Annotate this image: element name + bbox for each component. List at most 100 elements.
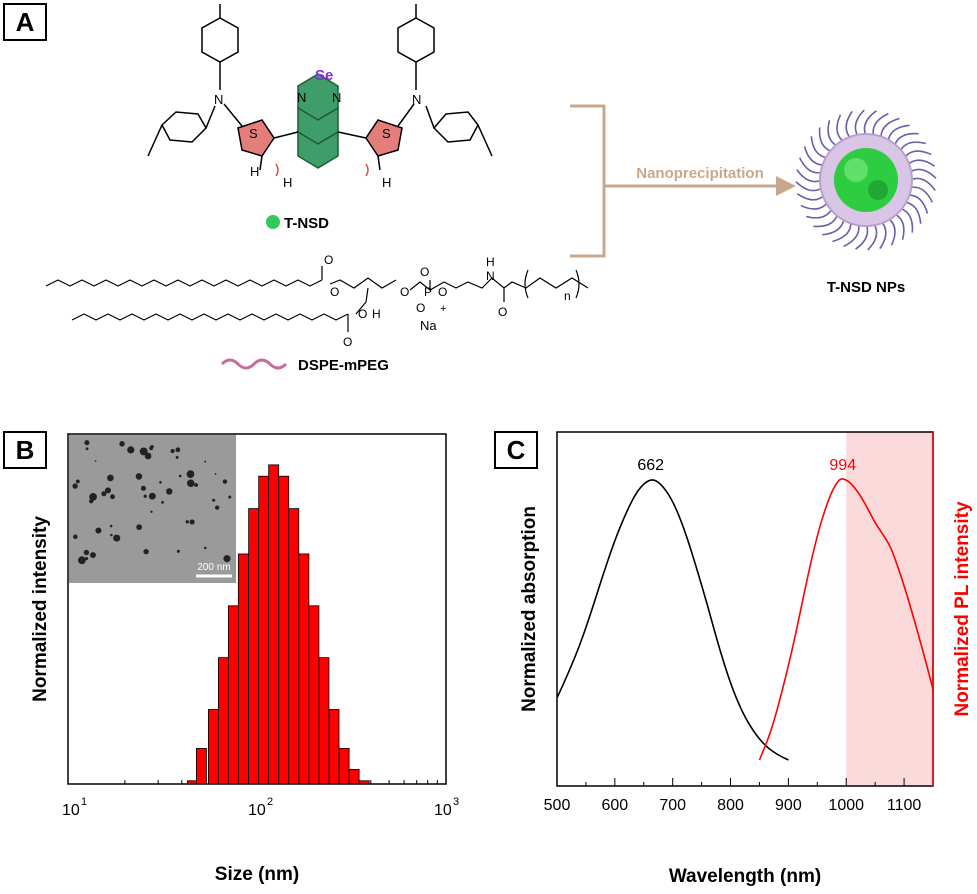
atom-o: O bbox=[324, 253, 333, 267]
tem-particle bbox=[105, 487, 111, 494]
tem-particle bbox=[150, 510, 153, 513]
histogram-bar bbox=[308, 605, 320, 785]
tem-particle bbox=[136, 524, 143, 531]
x-tick-label: 700 bbox=[659, 797, 686, 814]
atom-o: O bbox=[400, 285, 409, 299]
peg-tentacle bbox=[879, 220, 887, 250]
peg-tentacle bbox=[855, 223, 869, 250]
peg-tentacle bbox=[800, 201, 829, 210]
x-axis-label-c: Wavelength (nm) bbox=[669, 866, 821, 887]
dspe-mpeg-icon bbox=[220, 358, 288, 370]
tem-particle bbox=[139, 447, 148, 456]
tem-particle bbox=[175, 455, 179, 459]
tick-label-base: 10 bbox=[434, 802, 452, 819]
n-bond bbox=[205, 105, 216, 129]
atom-o: O bbox=[438, 285, 447, 299]
tem-particle bbox=[85, 447, 89, 451]
atom-o: O bbox=[358, 307, 367, 321]
tem-particle bbox=[73, 534, 78, 540]
methyl-bond bbox=[477, 124, 493, 157]
tem-particle bbox=[170, 448, 175, 454]
tem-particle bbox=[85, 556, 89, 561]
histogram-bar bbox=[268, 464, 280, 785]
tem-particle bbox=[140, 485, 146, 491]
tem-particle bbox=[109, 524, 113, 528]
histogram-bars bbox=[186, 464, 370, 785]
x-tick-label: 1000 bbox=[828, 797, 864, 814]
tem-particle bbox=[223, 555, 231, 563]
atom-h: H bbox=[486, 255, 495, 269]
tem-particle bbox=[161, 501, 164, 504]
histogram-bar bbox=[328, 709, 340, 785]
charge-plus: + bbox=[440, 303, 446, 315]
glycerol-backbone bbox=[329, 277, 397, 289]
tem-particle bbox=[214, 472, 217, 475]
tem-particle bbox=[89, 499, 94, 504]
benzo-ring-bottom bbox=[297, 130, 339, 169]
arrow-label: Nanoprecipitation bbox=[636, 165, 764, 182]
nir-ii-shaded-region bbox=[846, 432, 933, 786]
tem-particle bbox=[110, 494, 115, 500]
x-tick-label: 900 bbox=[775, 797, 802, 814]
absorption-peak-label: 662 bbox=[637, 457, 664, 474]
histogram-bar bbox=[248, 508, 260, 785]
atom-n: N bbox=[332, 90, 341, 105]
tem-particle bbox=[75, 479, 80, 484]
tick-label-exp: 1 bbox=[81, 796, 87, 808]
tem-particle bbox=[78, 556, 86, 565]
tem-particle bbox=[212, 498, 216, 502]
histogram-bar bbox=[227, 605, 239, 785]
tem-particle bbox=[90, 552, 96, 558]
histogram-bar bbox=[186, 780, 198, 785]
x-ticks-c: 500 600 700 800 900 1000 1100 bbox=[544, 778, 921, 814]
tem-particle bbox=[144, 452, 152, 460]
atom-s: S bbox=[249, 126, 258, 141]
peg-tentacle bbox=[796, 193, 826, 201]
atom-h: H bbox=[382, 175, 391, 190]
tem-particle bbox=[148, 492, 156, 500]
sodium-ion: Na bbox=[420, 318, 437, 333]
peg-tentacle bbox=[806, 207, 834, 219]
histogram-bar bbox=[288, 508, 300, 785]
peg-tentacle bbox=[887, 217, 896, 246]
peg-tentacle bbox=[795, 181, 824, 192]
steric-clash-marks bbox=[275, 163, 369, 177]
tolyl-ring-right bbox=[432, 111, 479, 143]
arrow-head-icon bbox=[776, 176, 796, 196]
tick-label-10-1: 10 1 bbox=[62, 796, 87, 819]
tem-particle bbox=[110, 533, 113, 537]
tem-particle bbox=[107, 474, 114, 482]
peg-tentacle bbox=[898, 141, 926, 153]
core-links bbox=[259, 131, 381, 171]
y-axis-label-c-left: Normalized absorption bbox=[519, 506, 540, 712]
pl-peak-label: 994 bbox=[829, 457, 856, 474]
tem-particle bbox=[185, 520, 189, 524]
thiophene-right bbox=[365, 119, 403, 157]
atom-n: N bbox=[486, 269, 495, 283]
y-axis-label-b: Normalized intensity bbox=[30, 516, 51, 702]
dspe-mpeg-structure bbox=[45, 266, 589, 332]
peg-tentacle bbox=[867, 222, 878, 251]
panel-a-box bbox=[3, 3, 47, 41]
panel-label-b: B bbox=[16, 435, 35, 465]
atom-o: O bbox=[498, 305, 507, 319]
tem-particle bbox=[84, 440, 90, 446]
atom-n: N bbox=[412, 92, 421, 107]
glycerol-link bbox=[355, 287, 369, 315]
tem-particle bbox=[143, 494, 147, 498]
tem-particle bbox=[95, 527, 102, 534]
tem-particle bbox=[175, 447, 181, 453]
tolyl-ring-top-right bbox=[397, 17, 435, 63]
histogram-bar bbox=[348, 769, 360, 785]
atom-h: H bbox=[250, 164, 259, 179]
x-tick-label: 500 bbox=[544, 797, 571, 814]
scale-bar-label: 200 nm bbox=[197, 562, 230, 573]
atom-n: N bbox=[214, 92, 223, 107]
reactant-bracket bbox=[570, 104, 606, 258]
tem-particle bbox=[135, 473, 143, 480]
histogram-bar bbox=[237, 553, 249, 785]
stearoyl-chain-1 bbox=[45, 279, 323, 287]
absorption-curve bbox=[556, 479, 789, 761]
t-nsd-nps-label: T-NSD NPs bbox=[827, 279, 905, 296]
histogram-bar bbox=[195, 747, 207, 785]
